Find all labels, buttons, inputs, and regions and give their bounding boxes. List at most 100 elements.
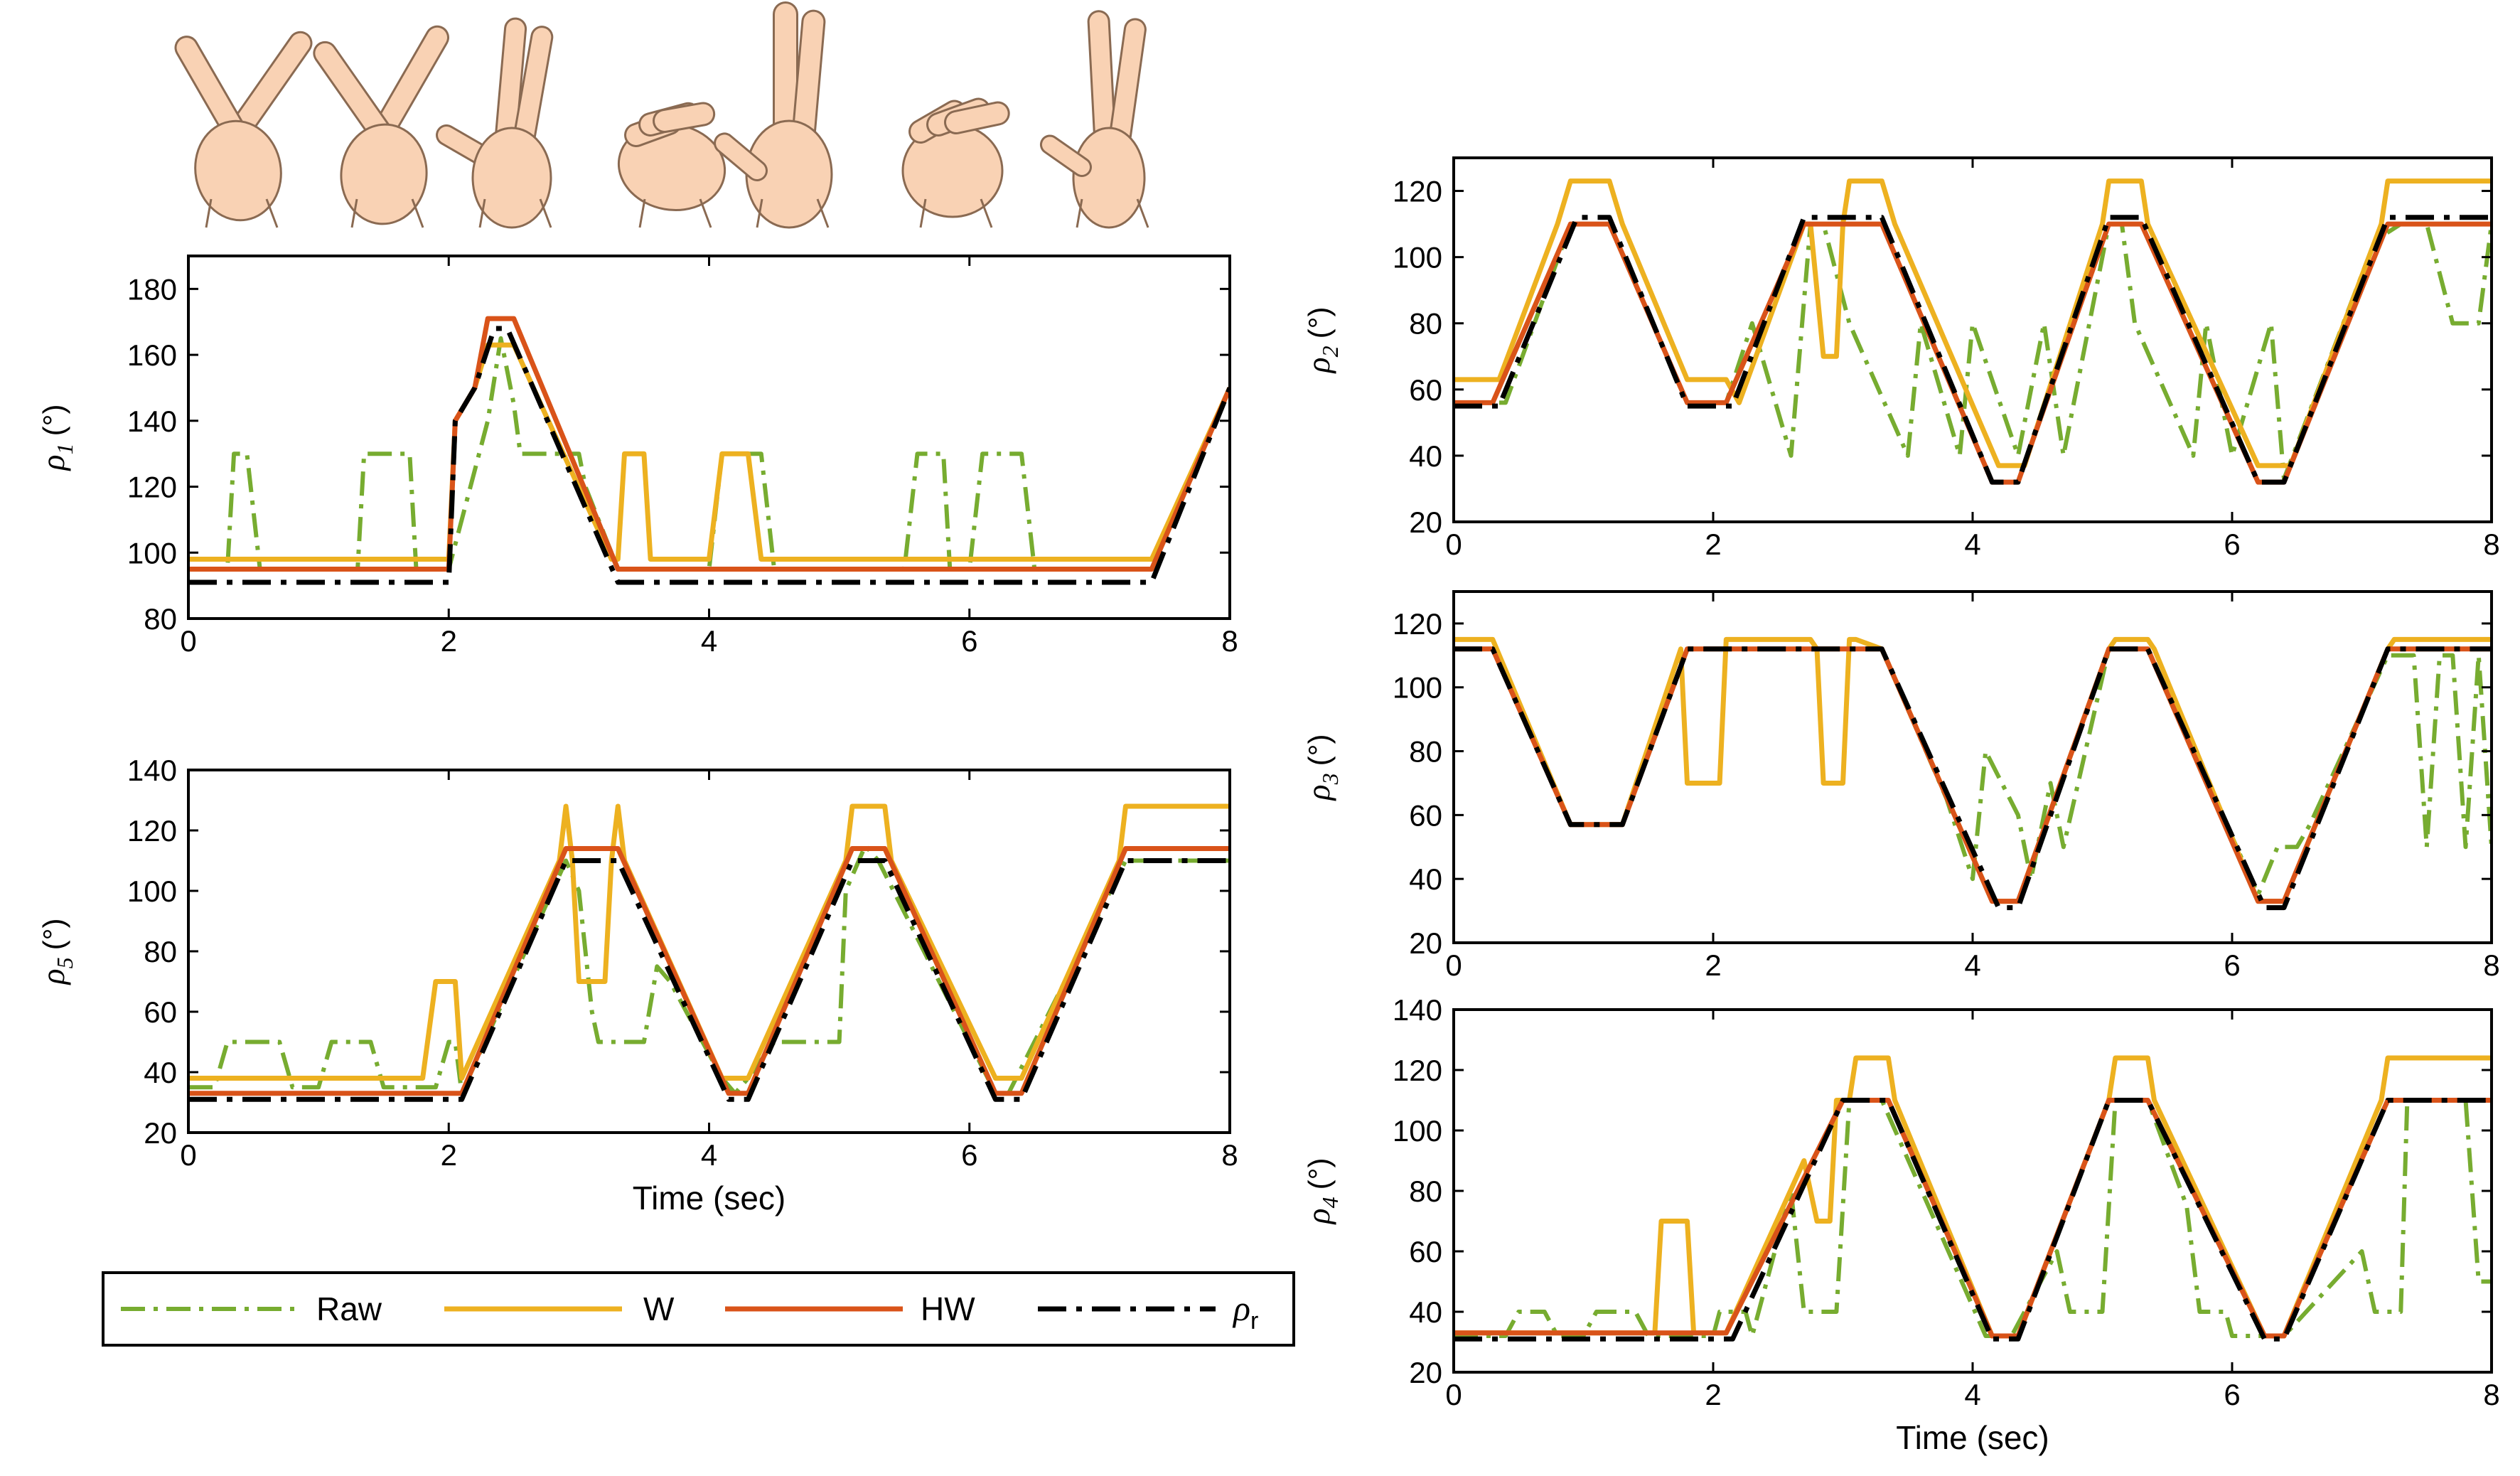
- y-tick-label: 20: [144, 1116, 177, 1150]
- y-axis-label: ρ2(°): [1300, 307, 1343, 375]
- x-tick-label: 8: [1221, 624, 1238, 658]
- x-tick-label: 6: [961, 624, 977, 658]
- flat-raised-hand-icon: [714, 1, 833, 229]
- series-line-raw: [1454, 1098, 2492, 1338]
- y-tick-label: 100: [127, 536, 177, 569]
- y-tick-label: 40: [144, 1056, 177, 1089]
- x-tick-label: 2: [1705, 1378, 1721, 1411]
- series-group: [1454, 178, 2492, 485]
- y-tick-label: 120: [1393, 175, 1442, 208]
- x-tick-label: 0: [1445, 948, 1462, 982]
- y-axis-label: ρ5(°): [35, 919, 77, 986]
- x-tick-label: 0: [1445, 528, 1462, 561]
- x-axis-label: Time (sec): [633, 1180, 786, 1216]
- bent-hand-icon: [901, 97, 1010, 228]
- series-line-w: [188, 803, 1230, 1081]
- y-tick-label: 60: [1409, 798, 1442, 832]
- chart-rho1: 0 2 4 6 8 80 100 120 140 160 180 ρ1(°): [35, 255, 1238, 658]
- legend-item-ref: ρr: [1038, 1288, 1258, 1335]
- series-group: [188, 803, 1230, 1102]
- series-group: [1454, 1055, 2492, 1342]
- y-tick-label: 120: [127, 471, 177, 504]
- series-group: [1454, 636, 2492, 911]
- series-line-hw: [188, 316, 1230, 572]
- y-tick-label: 120: [127, 814, 177, 847]
- y-tick-label: 60: [1409, 373, 1442, 407]
- y-tick-label: 40: [1409, 862, 1442, 896]
- chart-rho2: 0 2 4 6 8 20 40 60 80 100 120 ρ2(°): [1300, 156, 2500, 561]
- y-tick-label: 180: [127, 272, 177, 306]
- legend-label: W: [643, 1290, 675, 1327]
- x-tick-label: 6: [961, 1138, 977, 1172]
- y-tick-label: 120: [1393, 1054, 1442, 1087]
- curled-fingers-hand-icon: [617, 102, 726, 228]
- x-tick-label: 4: [701, 1138, 717, 1172]
- y-tick-label: 140: [127, 405, 177, 438]
- y-tick-label: 120: [1393, 607, 1442, 641]
- series-line-ref: [1454, 215, 2492, 485]
- x-tick-label: 2: [441, 624, 457, 658]
- legend-label: ρr: [1232, 1288, 1258, 1335]
- gesture-icons-row: [174, 1, 1149, 229]
- x-tick-label: 6: [2224, 948, 2240, 982]
- chart-rho5: 0 2 4 6 8 20 40 60 80 100 120 140 ρ5(°) Time (sec): [35, 754, 1238, 1216]
- y-tick-label: 80: [144, 935, 177, 968]
- plot-area: [1454, 592, 2492, 943]
- x-axis-label: Time (sec): [1896, 1419, 2049, 1456]
- y-axis-label: ρ4(°): [1300, 1158, 1343, 1226]
- y-tick-label: 80: [144, 602, 177, 636]
- y-tick-label: 20: [1409, 506, 1442, 539]
- chart-rho4: 0 2 4 6 8 20 40 60 80 100 120 140 ρ4(°) Time (sec): [1300, 993, 2500, 1456]
- two-fingers-up-hand-icon: [436, 17, 554, 229]
- series-line-ref: [1454, 1098, 2492, 1342]
- y-tick-label: 20: [1409, 926, 1442, 960]
- y-tick-label: 100: [127, 875, 177, 908]
- x-tick-label: 4: [1964, 528, 1980, 561]
- x-tick-label: 0: [1445, 1378, 1462, 1411]
- x-tick-label: 0: [180, 1138, 196, 1172]
- x-tick-label: 8: [2483, 528, 2499, 561]
- x-tick-label: 4: [1964, 1378, 1980, 1411]
- y-tick-label: 100: [1393, 241, 1442, 274]
- y-tick-label: 80: [1409, 735, 1442, 769]
- x-tick-label: 0: [180, 624, 196, 658]
- legend: Raw W HW ρr: [102, 1271, 1295, 1347]
- x-tick-label: 8: [2483, 1378, 2499, 1411]
- series-line-ref: [188, 858, 1230, 1102]
- plot-area: [188, 770, 1230, 1133]
- x-tick-label: 2: [441, 1138, 457, 1172]
- series-line-hw: [188, 846, 1230, 1096]
- y-tick-label: 60: [144, 995, 177, 1029]
- y-tick-label: 80: [1409, 1175, 1442, 1208]
- x-tick-label: 4: [701, 624, 717, 658]
- y-tick-label: 40: [1409, 1295, 1442, 1329]
- x-tick-label: 8: [2483, 948, 2499, 982]
- x-tick-label: 2: [1705, 948, 1721, 982]
- x-tick-label: 2: [1705, 528, 1721, 561]
- chart-rho3: 0 2 4 6 8 20 40 60 80 100 120 ρ3(°): [1300, 590, 2500, 982]
- y-tick-label: 140: [1393, 993, 1442, 1027]
- x-tick-label: 4: [1964, 948, 1980, 982]
- y-axis-label: ρ1(°): [35, 405, 77, 472]
- two-crossed-fingers-hand-icon: [174, 31, 313, 228]
- legend-item-w: W: [444, 1290, 675, 1327]
- x-tick-label: 6: [2224, 1378, 2240, 1411]
- y-tick-label: 160: [127, 338, 177, 372]
- y-tick-label: 100: [1393, 671, 1442, 705]
- y-tick-label: 20: [1409, 1356, 1442, 1389]
- two-fingers-raised-hand-icon: [1039, 10, 1149, 229]
- legend-label: Raw: [316, 1290, 382, 1327]
- legend-item-raw: Raw: [121, 1290, 382, 1327]
- y-tick-label: 80: [1409, 307, 1442, 341]
- x-tick-label: 8: [1221, 1138, 1238, 1172]
- series-line-ref: [1454, 646, 2492, 911]
- crossed-fingers-hand-icon: [313, 25, 449, 228]
- legend-label: HW: [921, 1290, 975, 1327]
- legend-item-hw: HW: [725, 1290, 975, 1327]
- plot-area: [1454, 1010, 2492, 1372]
- series-line-raw: [188, 843, 1230, 1096]
- y-tick-label: 40: [1409, 439, 1442, 473]
- y-tick-label: 60: [1409, 1235, 1442, 1268]
